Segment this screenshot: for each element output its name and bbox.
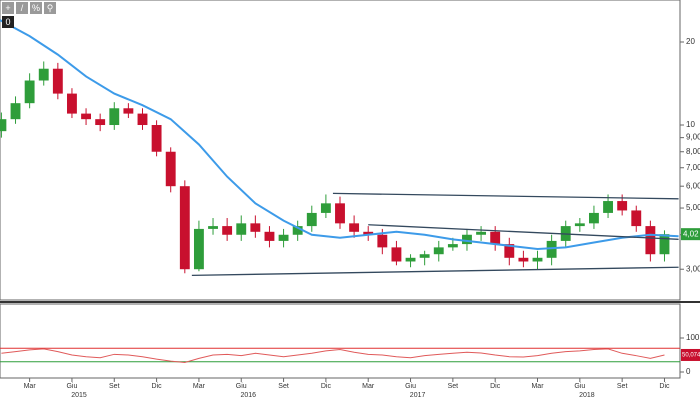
candle-body: [433, 247, 444, 255]
candle-body: [462, 234, 472, 245]
zoom-in-button[interactable]: +: [2, 2, 14, 14]
y-tick-label: 20: [686, 37, 695, 46]
moving-average: [0, 19, 679, 251]
candle-body: [193, 228, 204, 270]
year-label: 2017: [410, 392, 426, 399]
x-tick-label: Mar: [193, 383, 206, 390]
y-tick-label: 7,00: [686, 163, 700, 172]
candle-body: [603, 201, 613, 213]
candle-body: [335, 203, 345, 224]
price-panel: [0, 0, 681, 301]
y-tick-label: 9,00: [686, 133, 700, 142]
candle-body: [617, 201, 628, 211]
candle-body: [377, 234, 388, 248]
y-tick-label: 6,00: [686, 181, 700, 190]
y-tick-label: 5,00: [686, 203, 700, 212]
candle-body: [589, 212, 599, 224]
percent-button[interactable]: %: [30, 2, 42, 14]
candle-body: [236, 223, 247, 235]
x-tick-label: Set: [109, 383, 120, 390]
candle-body: [292, 226, 303, 235]
y-tick-label: 0: [686, 367, 691, 376]
draw-button[interactable]: /: [16, 2, 28, 14]
x-tick-label: Set: [448, 383, 459, 390]
candle-body: [38, 68, 49, 81]
year-label: 2018: [579, 392, 595, 399]
y-tick-label: 8,00: [686, 147, 700, 156]
x-tick-label: Dic: [321, 383, 332, 390]
rsi-last-box: [681, 348, 700, 361]
search-button[interactable]: ⚲: [44, 2, 56, 14]
candle-body: [574, 223, 585, 227]
candle-body: [250, 223, 261, 232]
candle-body: [349, 223, 360, 232]
candle-body: [631, 210, 642, 227]
candle-body: [165, 151, 176, 187]
x-tick-label: Dic: [490, 383, 501, 390]
last-price-label: 4,02: [683, 229, 699, 238]
x-tick-label: Giu: [66, 383, 77, 390]
x-tick-label: Mar: [362, 383, 375, 390]
rsi-line: [1, 348, 665, 363]
trendline: [332, 192, 679, 200]
y-tick-label: 10: [686, 120, 695, 129]
candle-body: [67, 93, 77, 114]
candle-body: [391, 247, 402, 262]
candle-body: [81, 113, 91, 120]
x-tick-label: Giu: [236, 383, 247, 390]
x-tick-label: Dic: [659, 383, 670, 390]
candle-body: [95, 119, 106, 126]
x-tick-label: Mar: [531, 383, 544, 390]
year-label: 2015: [71, 392, 87, 399]
x-tick-label: Set: [278, 383, 289, 390]
candle-body: [264, 231, 275, 241]
last-price-box: [681, 228, 700, 241]
x-tick-label: Dic: [152, 383, 163, 390]
candle-body: [546, 240, 557, 258]
candle-body: [24, 80, 35, 104]
rsi-panel: [0, 303, 681, 379]
candle-body: [363, 231, 374, 235]
candle-body: [123, 108, 134, 114]
candle-body: [518, 257, 529, 262]
candle-body: [405, 257, 416, 262]
candle-body: [476, 231, 487, 235]
x-tick-label: Giu: [405, 383, 416, 390]
candle-body: [659, 234, 670, 255]
candle-body: [490, 231, 501, 245]
candle-body: [222, 226, 233, 235]
trendline: [368, 224, 679, 240]
x-tick-label: Set: [617, 383, 628, 390]
candle-body: [504, 244, 515, 258]
candle-body: [52, 68, 63, 94]
candle-body: [419, 254, 430, 258]
candle-body: [179, 186, 190, 270]
y-tick-label: 100: [686, 333, 700, 342]
candle-body: [109, 108, 120, 126]
candle-body: [10, 103, 21, 120]
x-tick-label: Mar: [24, 383, 37, 390]
toolbar-badge: 0: [2, 16, 14, 28]
candle-body: [447, 244, 458, 248]
candle-body: [532, 257, 543, 262]
candle-body: [320, 203, 331, 213]
trendline: [191, 266, 679, 277]
candle-body: [278, 234, 289, 241]
candle-body: [645, 226, 656, 255]
candle-body: [306, 212, 317, 227]
candle-body: [151, 125, 162, 152]
rsi-last-label: 50,0749: [682, 353, 700, 359]
x-tick-label: Giu: [574, 383, 585, 390]
year-label: 2016: [241, 392, 257, 399]
candle-body: [0, 119, 7, 132]
candle-body: [208, 226, 218, 229]
candle-body: [137, 113, 148, 126]
y-tick-label: 3,00: [686, 264, 700, 273]
